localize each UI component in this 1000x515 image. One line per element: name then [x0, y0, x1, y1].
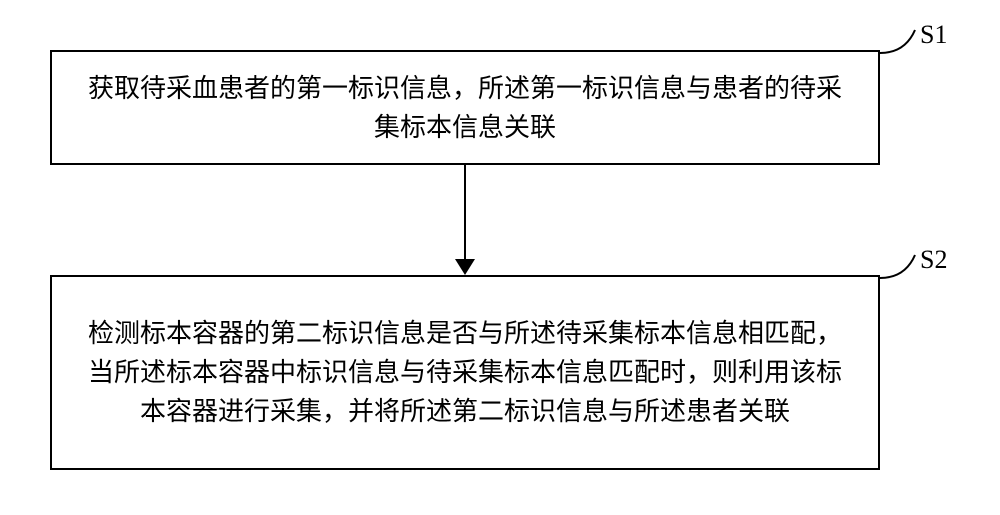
flowchart-box-s2: 检测标本容器的第二标识信息是否与所述待采集标本信息相匹配，当所述标本容器中标识信…: [50, 275, 880, 470]
box-text-s2: 检测标本容器的第二标识信息是否与所述待采集标本信息相匹配，当所述标本容器中标识信…: [77, 314, 853, 431]
box-text-s1: 获取待采血患者的第一标识信息，所述第一标识信息与患者的待采集标本信息关联: [77, 69, 853, 147]
step-label-s1: S1: [920, 20, 947, 50]
label-curve-s2: [875, 250, 925, 285]
step-label-s2: S2: [920, 245, 947, 275]
label-curve-s1: [875, 25, 925, 60]
connector-line: [464, 165, 466, 259]
flowchart-box-s1: 获取待采血患者的第一标识信息，所述第一标识信息与患者的待采集标本信息关联: [50, 50, 880, 165]
flowchart-container: 获取待采血患者的第一标识信息，所述第一标识信息与患者的待采集标本信息关联 S1 …: [0, 0, 1000, 515]
arrow-head: [455, 259, 475, 275]
